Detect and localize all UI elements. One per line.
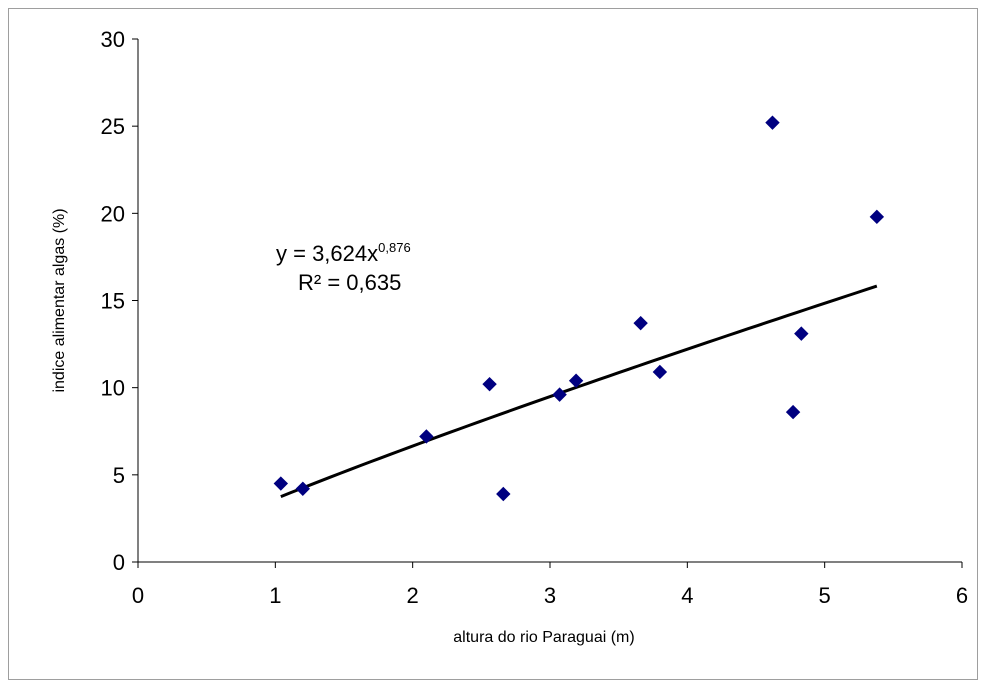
y-tick-label: 25	[101, 114, 125, 139]
x-tick-label: 1	[269, 583, 281, 608]
data-point-marker	[419, 429, 434, 444]
x-axis-title: altura do rio Paraguai (m)	[453, 629, 634, 646]
data-point-marker	[568, 373, 584, 388]
data-point-marker	[273, 476, 289, 491]
y-tick-label: 10	[101, 376, 125, 401]
data-point-marker	[765, 115, 780, 130]
y-tick-label: 5	[113, 463, 125, 488]
data-point-marker	[482, 376, 497, 392]
data-points	[273, 115, 885, 502]
data-point-marker	[552, 387, 567, 402]
x-axis-ticks: 0 1 2 3 4 5 6	[132, 562, 968, 608]
data-point-marker	[785, 404, 801, 420]
x-tick-label: 0	[132, 583, 144, 608]
data-point-marker	[496, 486, 511, 502]
x-tick-label: 2	[407, 583, 419, 608]
data-point-marker	[869, 209, 885, 225]
y-tick-label: 20	[101, 201, 125, 226]
data-point-marker	[633, 315, 648, 331]
equation-main: y = 3,624x	[276, 241, 378, 266]
equation-exponent: 0,876	[378, 240, 411, 255]
y-axis-title: indice alimentar algas (%)	[51, 208, 68, 392]
r-squared-label: R² = 0,635	[298, 270, 401, 295]
y-tick-label: 30	[101, 27, 125, 52]
trendline-equation: y = 3,624x0,876	[276, 240, 411, 266]
data-point-marker	[652, 364, 668, 380]
y-tick-label: 0	[113, 550, 125, 575]
data-point-marker	[295, 481, 311, 496]
x-tick-label: 4	[681, 583, 693, 608]
x-tick-label: 6	[956, 583, 968, 608]
y-axis-ticks: 0 5 10 15 20 25 30	[101, 27, 138, 575]
data-point-marker	[794, 326, 809, 341]
x-tick-label: 5	[819, 583, 831, 608]
power-trendline	[280, 284, 878, 499]
x-tick-label: 3	[544, 583, 556, 608]
plot-area	[138, 39, 962, 562]
y-tick-label: 15	[101, 289, 125, 314]
